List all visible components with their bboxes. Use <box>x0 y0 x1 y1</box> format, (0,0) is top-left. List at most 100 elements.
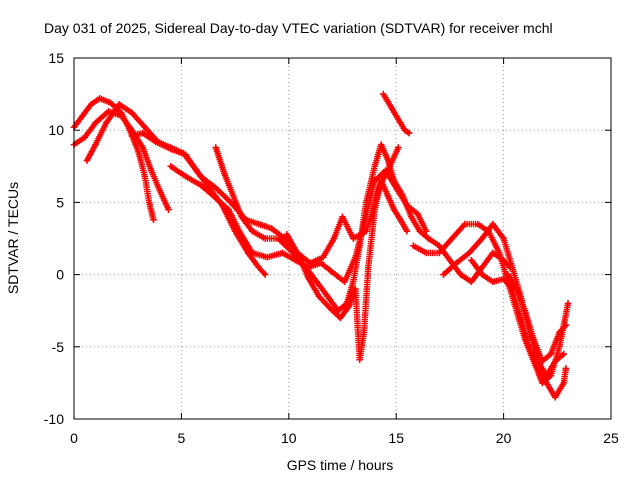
data-point <box>466 249 473 257</box>
data-point <box>326 304 333 312</box>
data-point <box>371 163 378 170</box>
data-point <box>521 307 529 314</box>
data-point <box>128 132 136 140</box>
data-point <box>165 206 172 213</box>
data-point <box>87 101 95 108</box>
data-point <box>128 127 136 134</box>
data-point <box>225 206 232 213</box>
data-point <box>313 278 320 286</box>
data-point <box>365 264 372 271</box>
data-point <box>337 314 344 322</box>
data-point <box>474 220 482 228</box>
series-track-5 <box>167 163 430 286</box>
data-point <box>478 264 486 271</box>
data-point <box>274 235 282 242</box>
data-point <box>255 220 262 228</box>
series-track-8 <box>380 90 413 137</box>
data-point <box>150 216 157 223</box>
data-point <box>107 99 114 106</box>
data-point <box>294 249 301 257</box>
data-point <box>416 228 424 235</box>
data-point <box>517 314 524 322</box>
data-point <box>423 249 430 257</box>
data-point <box>92 119 99 127</box>
data-point <box>261 235 269 242</box>
data-point <box>339 213 346 221</box>
data-point <box>141 124 149 131</box>
data-point <box>283 230 290 238</box>
data-point <box>414 210 421 218</box>
data-point <box>317 259 325 267</box>
data-point <box>83 157 91 164</box>
x-tick-label: 25 <box>603 430 619 446</box>
data-point <box>384 98 391 105</box>
data-point <box>79 112 86 119</box>
series-trace <box>212 141 514 314</box>
data-point <box>543 379 550 387</box>
data-point <box>105 108 112 115</box>
data-point <box>382 167 389 174</box>
data-point <box>453 259 460 267</box>
data-point <box>468 278 475 286</box>
data-point <box>115 101 123 108</box>
data-point <box>539 358 546 365</box>
data-point <box>388 105 396 112</box>
x-tick-label: 5 <box>178 430 186 446</box>
series-track-6 <box>212 141 514 314</box>
data-point <box>221 170 228 177</box>
data-point <box>103 119 110 127</box>
series-track-3 <box>83 101 269 278</box>
data-point <box>405 129 413 137</box>
series-trace <box>83 101 269 278</box>
x-axis-label: GPS time / hours <box>287 457 394 473</box>
data-point <box>457 271 464 278</box>
data-point <box>229 191 237 199</box>
data-point <box>446 256 454 264</box>
data-point <box>197 181 204 189</box>
data-point <box>448 235 456 242</box>
data-point <box>182 173 189 180</box>
data-point <box>141 173 149 180</box>
data-point <box>319 254 327 261</box>
data-point <box>350 278 357 286</box>
data-point <box>556 343 563 350</box>
data-point <box>139 144 146 151</box>
series-track-11 <box>468 256 570 401</box>
data-point <box>212 184 219 192</box>
data-point <box>128 109 136 117</box>
data-point <box>425 235 432 242</box>
data-point <box>562 321 570 329</box>
data-point <box>362 199 370 206</box>
data-point <box>403 228 411 235</box>
data-point <box>526 343 533 350</box>
data-point <box>489 278 497 286</box>
data-point <box>261 271 269 278</box>
series-track-9 <box>410 220 572 387</box>
data-point <box>197 173 204 180</box>
data-point <box>435 249 443 257</box>
data-point <box>96 95 103 102</box>
data-point <box>145 199 153 206</box>
data-point <box>395 144 402 151</box>
data-point <box>384 155 391 163</box>
data-point <box>324 293 331 300</box>
chart-title: Day 031 of 2025, Sidereal Day-to-day VTE… <box>44 20 553 36</box>
data-point <box>249 228 256 235</box>
data-point <box>156 187 164 195</box>
data-point <box>352 285 359 293</box>
data-point <box>371 206 378 213</box>
x-tick-label: 0 <box>70 430 78 446</box>
series-track-7 <box>283 177 411 363</box>
data-point <box>356 356 363 363</box>
data-point <box>489 220 497 228</box>
data-point <box>435 242 443 249</box>
data-series <box>70 90 572 401</box>
data-point <box>504 271 512 278</box>
data-point <box>408 213 415 221</box>
data-point <box>397 119 404 127</box>
data-point <box>167 163 174 170</box>
data-point <box>496 249 503 257</box>
data-point <box>551 358 559 365</box>
y-tick-label: 5 <box>56 194 64 210</box>
data-point <box>508 264 516 271</box>
